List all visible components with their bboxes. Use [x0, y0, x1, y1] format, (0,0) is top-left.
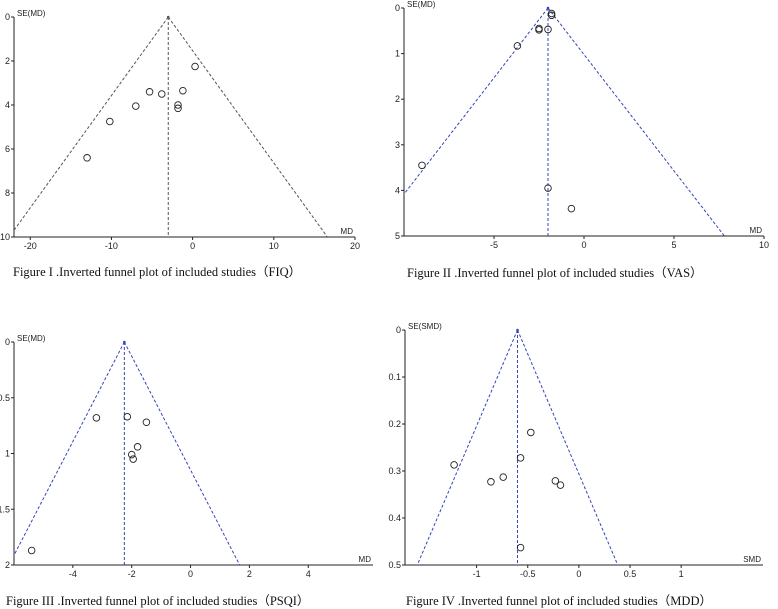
plot4-x-axis-label: SMD [743, 555, 761, 564]
plot1-study-point [174, 101, 182, 109]
plot2-study-point [418, 161, 426, 170]
plot4-x-tick-label: -0.5 [520, 569, 536, 579]
plot3-y-tick-label: 1 [5, 449, 10, 459]
plot3-study-point [129, 455, 137, 463]
plot4-funnel-right-limit [517, 329, 619, 565]
plot2-x-axis-label: MD [750, 226, 763, 235]
plot4-y-tick-label: 0.2 [388, 419, 401, 429]
caption-figure-2: Figure II .Inverted funnel plot of inclu… [407, 266, 703, 280]
plot4-x-tick-label: 0.5 [624, 569, 637, 579]
plot1-x-tick-label: 0 [190, 241, 195, 251]
plot4-study-point [487, 478, 495, 486]
plot2-y-tick-label: 4 [395, 185, 400, 195]
plot3-study-point [123, 412, 132, 421]
plot2-y-tick-label: 5 [395, 231, 400, 241]
plot1-y-tick-label: 0 [5, 12, 10, 22]
plot2-study-point [513, 42, 522, 50]
plot2-y-tick-label: 3 [395, 140, 400, 150]
plot3-study-point [127, 450, 136, 459]
plot4-funnel-left-limit [416, 329, 518, 565]
plot3-study-point [133, 443, 142, 451]
plot1-funnel-right-limit [167, 16, 329, 237]
plot4-study-point [450, 461, 458, 469]
plot3-funnel-left-limit [14, 341, 125, 557]
plot2-study-point [547, 9, 556, 18]
plot4-y-tick-label: 0.5 [388, 560, 401, 570]
plot1-study-point [179, 86, 187, 95]
plot1-x-tick-label: 10 [269, 241, 279, 251]
plot2-y-axis-label: SE(MD) [407, 0, 436, 9]
plot1-study-point [132, 102, 140, 110]
plot4-x-tick-label: -1 [473, 569, 481, 579]
plot4-x-tick-label: 1 [679, 569, 684, 579]
plot1-study-point [158, 90, 166, 98]
plot2-y-tick-label: 0 [395, 3, 400, 13]
plot1-y-tick-label: 8 [5, 188, 10, 198]
plot1-study-point [145, 88, 154, 96]
plot2-study-point [544, 184, 552, 192]
plot1-y-tick-label: 2 [5, 56, 10, 66]
plot1-study-point [191, 62, 199, 71]
plot1-y-tick-label: 10 [0, 232, 10, 242]
plot2-study-point [544, 25, 552, 34]
plot3-x-axis-label: MD [359, 555, 372, 564]
plot2-x-tick-label: 0 [581, 240, 586, 250]
plot4-study-point [551, 477, 560, 485]
plot4-study-point [499, 473, 507, 481]
plot1-funnel-left-limit [14, 16, 169, 232]
plot1-study-point [106, 117, 114, 126]
plot2-funnel-apex [546, 6, 550, 10]
plot4-y-tick-label: 0 [396, 325, 401, 335]
caption-figure-1: Figure I .Inverted funnel plot of includ… [13, 265, 302, 279]
caption-figure-3: Figure III .Inverted funnel plot of incl… [6, 594, 310, 608]
plot1-x-axis-label: MD [341, 227, 354, 236]
plot3-study-point [142, 418, 151, 427]
plot3-y-tick-label: 1.5 [0, 504, 10, 514]
plot2-funnel-left-limit [404, 7, 549, 195]
plot4-y-tick-label: 0.3 [388, 466, 401, 476]
plot3-y-tick-label: 0.5 [0, 393, 10, 403]
plot4-y-tick-label: 0.1 [388, 372, 401, 382]
plot3-x-tick-label: -2 [128, 569, 136, 579]
plot1-x-tick-label: -10 [105, 241, 118, 251]
plot1-y-tick-label: 4 [5, 100, 10, 110]
plot3-x-tick-label: 0 [188, 569, 193, 579]
plot2-study-point [567, 204, 576, 213]
plot1-x-tick-label: 20 [350, 241, 360, 251]
plot2-study-point [547, 11, 556, 20]
plot3-y-tick-label: 0 [5, 337, 10, 347]
plot3-study-point [92, 414, 101, 422]
plot4-y-tick-label: 0.4 [388, 513, 401, 523]
plot3-y-axis-label: SE(MD) [17, 334, 46, 343]
plot3-x-tick-label: 2 [247, 569, 252, 579]
plot3-y-tick-label: 2 [5, 560, 10, 570]
plot1-y-tick-label: 6 [5, 144, 10, 154]
plot2-funnel-right-limit [547, 7, 726, 236]
plot4-study-point [516, 543, 525, 552]
plot4-study-point [516, 454, 525, 462]
plot4-study-point [556, 481, 565, 489]
plot2-x-tick-label: 10 [759, 240, 769, 250]
plot2-y-tick-label: 2 [395, 94, 400, 104]
plot1-funnel-apex [166, 15, 170, 19]
plot2-study-point [535, 26, 543, 34]
plot2-x-tick-label: 5 [671, 240, 676, 250]
plot2-y-tick-label: 1 [395, 49, 400, 59]
plot3-x-tick-label: 4 [306, 569, 311, 579]
plot4-funnel-apex [516, 328, 519, 332]
plot1-study-point [83, 154, 91, 162]
plot3-funnel-apex [123, 340, 126, 344]
plot1-x-tick-label: -20 [24, 241, 37, 251]
plot3-funnel-right-limit [123, 341, 241, 565]
plot1-y-axis-label: SE(MD) [17, 9, 46, 18]
plot4-y-axis-label: SE(SMD) [408, 322, 442, 331]
caption-figure-4: Figure IV .Inverted funnel plot of inclu… [406, 594, 712, 608]
plot1-study-point [174, 104, 182, 113]
plot3-study-point [27, 546, 36, 555]
plot2-x-tick-label: -5 [490, 240, 498, 250]
plot4-study-point [527, 428, 535, 437]
plot3-x-tick-label: -4 [69, 569, 77, 579]
plot4-x-tick-label: 0 [576, 569, 581, 579]
